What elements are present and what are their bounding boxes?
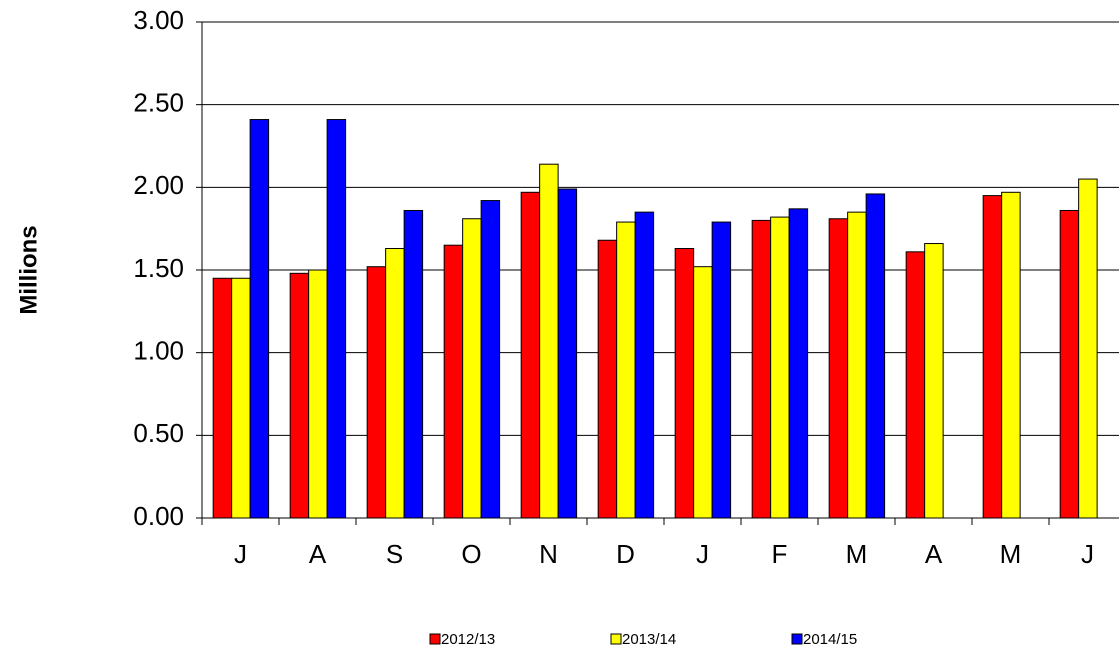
legend-label: 2013/14: [622, 631, 676, 648]
y-tick-label: 1.50: [133, 253, 184, 283]
bar: [212, 277, 233, 519]
bar: [539, 163, 559, 519]
y-tick-label: 0.00: [133, 501, 184, 531]
bar: [326, 119, 347, 519]
legend-label: 2014/15: [803, 631, 857, 648]
bar: [249, 119, 270, 519]
x-tick-label: S: [386, 539, 403, 569]
y-tick-label: 2.50: [133, 88, 184, 118]
bar: [462, 218, 482, 519]
bar: [924, 243, 944, 519]
x-tick-label: J: [234, 539, 247, 569]
legend-swatch: [791, 633, 803, 645]
x-tick-label: D: [616, 539, 635, 569]
bar: [828, 218, 849, 519]
x-tick-label: F: [772, 539, 788, 569]
bar: [403, 209, 424, 519]
bar: [1059, 209, 1080, 519]
bar: [231, 277, 251, 519]
legend-swatch: [610, 633, 622, 645]
bar: [847, 211, 867, 519]
bar: [711, 221, 732, 519]
bar: [616, 221, 636, 519]
x-tick-label: A: [309, 539, 327, 569]
legend-swatch: [429, 633, 441, 645]
bar: [693, 266, 713, 519]
x-tick-label: M: [846, 539, 868, 569]
y-tick-label: 2.00: [133, 170, 184, 200]
bar: [557, 188, 578, 519]
bar: [788, 208, 809, 519]
legend-label: 2012/13: [441, 631, 495, 648]
x-tick-label: M: [1000, 539, 1022, 569]
x-tick-label: J: [1081, 539, 1094, 569]
bar: [385, 248, 405, 519]
bar: [674, 248, 695, 519]
bar: [770, 216, 790, 519]
bar: [289, 272, 310, 519]
bar: [1078, 178, 1098, 519]
bar: [597, 239, 618, 519]
bar: [905, 251, 926, 519]
y-tick-label: 0.50: [133, 418, 184, 448]
x-tick-label: A: [925, 539, 943, 569]
bar: [308, 269, 328, 519]
bar: [982, 195, 1003, 519]
bar: [480, 200, 501, 519]
y-tick-label: 3.00: [133, 5, 184, 35]
bar: [366, 266, 387, 519]
bar: [520, 191, 541, 519]
bar: [443, 244, 464, 519]
x-tick-label: J: [696, 539, 709, 569]
x-tick-label: O: [461, 539, 481, 569]
bar: [634, 211, 655, 519]
x-tick-label: N: [539, 539, 558, 569]
y-axis-label: Millions: [15, 225, 42, 314]
bar: [865, 193, 886, 519]
y-tick-label: 1.00: [133, 336, 184, 366]
bar: [1001, 191, 1021, 519]
bar: [751, 219, 772, 519]
